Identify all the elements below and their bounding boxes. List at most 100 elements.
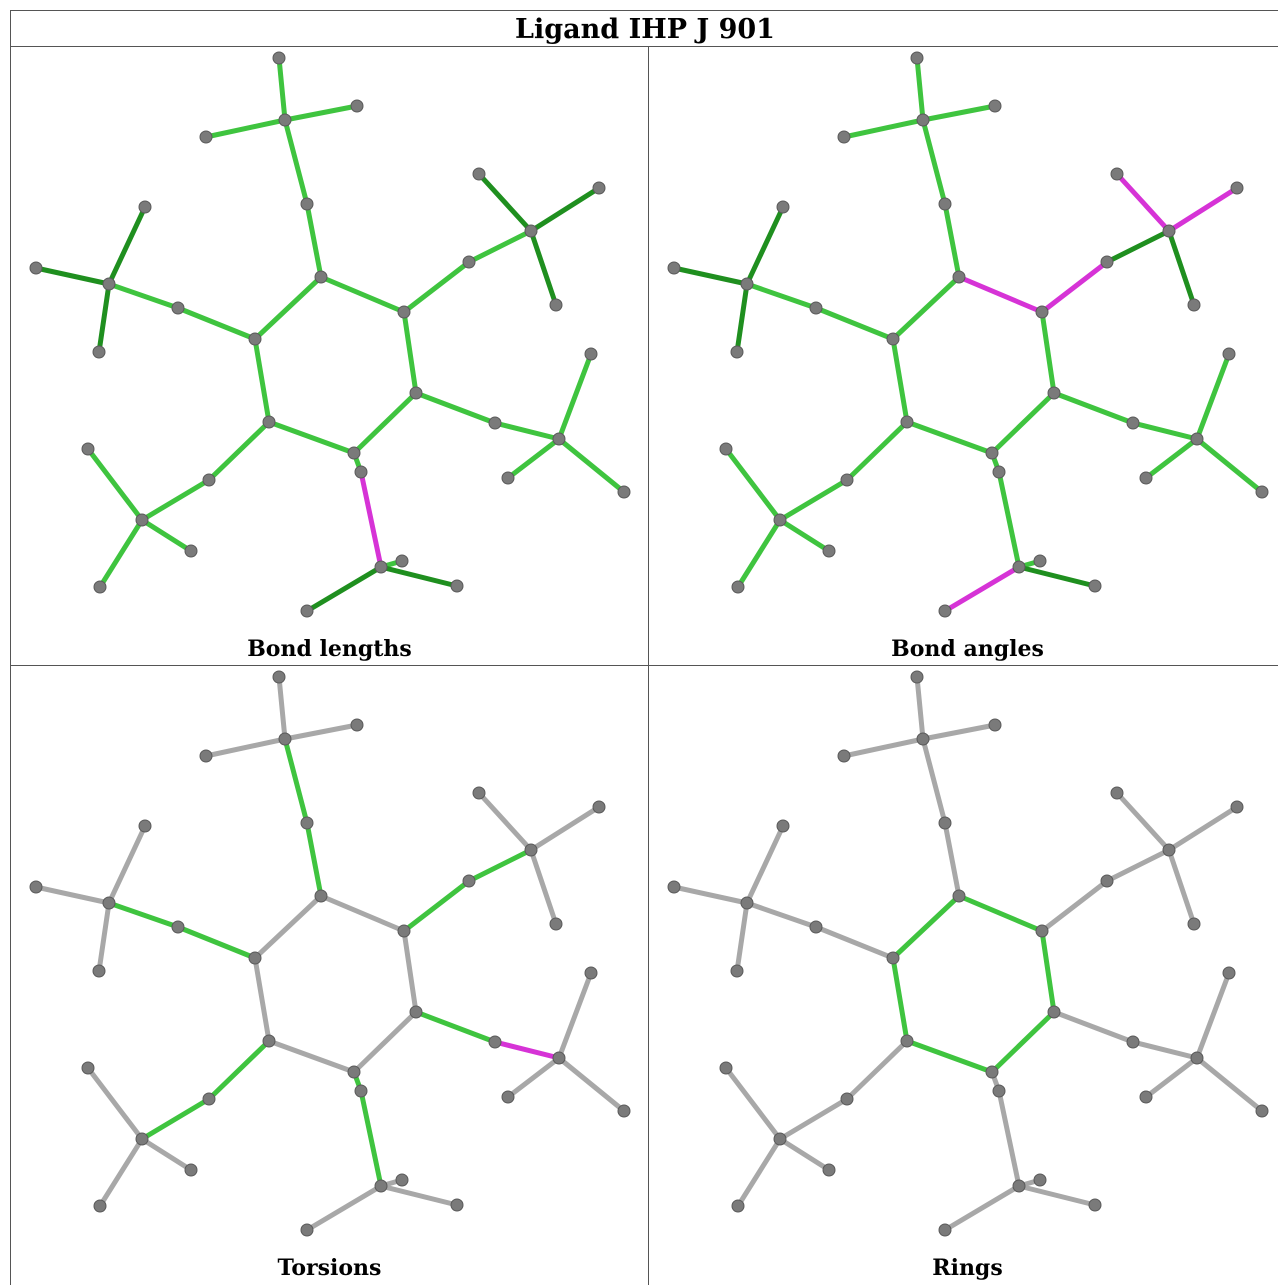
atom-r1 — [952, 270, 966, 284]
bond-c1-c1a — [914, 55, 926, 123]
bond-c2-c2b — [1166, 185, 1240, 234]
bond-r4-r5 — [266, 1038, 357, 1075]
atom-a5 — [202, 473, 216, 487]
bond-a4-c4 — [358, 1088, 384, 1189]
atom-c3b — [501, 471, 515, 485]
bond-c2-c2c — [1166, 228, 1197, 308]
bond-c5-c5c — [777, 517, 832, 554]
bond-c3-c3a — [1194, 970, 1232, 1061]
atom-r2 — [1035, 924, 1049, 938]
bond-c5-c5b — [735, 1136, 783, 1209]
atom-r5 — [262, 415, 276, 429]
bond-c5-c5a — [85, 1065, 145, 1142]
bond-c2-c2b — [1166, 804, 1240, 853]
atom-c3c — [1255, 485, 1269, 499]
bond-c1-c1b — [841, 736, 926, 759]
atom-c5a — [81, 1061, 95, 1075]
atom-r3 — [409, 386, 423, 400]
bond-r2-r3 — [401, 309, 419, 396]
bond-r6-a6 — [175, 305, 258, 342]
atom-c2c — [549, 917, 563, 931]
bond-c1-c1b — [841, 117, 926, 140]
bond-r6-a6 — [813, 305, 896, 342]
bond-a1-c1 — [920, 117, 948, 207]
bond-c6-c6a — [671, 265, 750, 287]
atom-r4 — [347, 1065, 361, 1079]
atom-c4b — [300, 604, 314, 618]
atom-c5 — [773, 1132, 787, 1146]
divider-middle — [10, 665, 1278, 666]
bond-c6-c6c — [96, 900, 112, 974]
bond-r3-a3 — [413, 1009, 498, 1045]
atom-a6 — [171, 920, 185, 934]
atom-c3b — [501, 1090, 515, 1104]
bond-r1-r2 — [318, 893, 407, 934]
bond-r2-r3 — [1039, 309, 1057, 396]
atom-c5c — [184, 544, 198, 558]
atom-a3 — [1126, 1035, 1140, 1049]
bond-r5-r6 — [252, 336, 272, 425]
atom-c4a — [395, 554, 409, 568]
bond-r2-a2 — [1039, 259, 1110, 315]
atom-r5 — [262, 1034, 276, 1048]
atom-r2 — [397, 924, 411, 938]
atom-a6 — [171, 301, 185, 315]
bond-r1-a1 — [304, 201, 324, 280]
atom-c4c — [1088, 1198, 1102, 1212]
atom-r6 — [886, 951, 900, 965]
bond-c1-c1b — [203, 117, 288, 140]
atom-c6 — [102, 896, 116, 910]
atom-a4 — [992, 1084, 1006, 1098]
bond-a5-c5 — [139, 477, 212, 523]
atom-c4 — [374, 560, 388, 574]
bond-r3-a3 — [413, 390, 498, 426]
atom-a6 — [809, 301, 823, 315]
bond-c3-c3b — [505, 1055, 562, 1100]
caption-rings: Rings — [932, 1255, 1003, 1281]
bond-r4-r5 — [904, 419, 995, 456]
bond-r3-r4 — [989, 390, 1057, 456]
bond-a3-c3 — [492, 1039, 562, 1061]
bond-c6-c6b — [744, 823, 786, 906]
atom-c6b — [138, 200, 152, 214]
atom-c6a — [29, 880, 43, 894]
bond-c5-c5b — [735, 517, 783, 590]
bond-c6-c6a — [33, 265, 112, 287]
bond-r6-a6 — [813, 924, 896, 961]
bond-c5-c5a — [85, 446, 145, 523]
bond-c4-c4c — [378, 1183, 460, 1208]
atom-r3 — [1047, 1005, 1061, 1019]
molecule-torsions — [29, 670, 631, 1237]
bond-c1-c1b — [203, 736, 288, 759]
bond-c2-c2c — [1166, 847, 1197, 927]
atom-c5b — [93, 580, 107, 594]
bond-r2-a2 — [1039, 878, 1110, 934]
atom-c4 — [1012, 560, 1026, 574]
atom-r2 — [1035, 305, 1049, 319]
bond-r6-a6 — [175, 924, 258, 961]
atom-c4a — [1033, 554, 1047, 568]
bond-r5-r6 — [890, 336, 910, 425]
bond-r5-a5 — [206, 419, 272, 483]
bond-c1-c1c — [282, 722, 360, 742]
atom-c4 — [374, 1179, 388, 1193]
atom-a5 — [840, 1092, 854, 1106]
bond-c5-c5b — [97, 517, 145, 590]
bond-a6-c6 — [744, 281, 819, 311]
atom-c4c — [1088, 579, 1102, 593]
atom-a2 — [462, 255, 476, 269]
caption-torsions: Torsions — [277, 1255, 382, 1281]
atom-c2 — [524, 843, 538, 857]
atom-a5 — [202, 1092, 216, 1106]
bond-c3-c3b — [505, 436, 562, 481]
atom-c1b — [199, 130, 213, 144]
bond-a6-c6 — [106, 900, 181, 930]
atom-r2 — [397, 305, 411, 319]
bond-c2-c2a — [476, 790, 534, 853]
atom-c1a — [910, 670, 924, 684]
bond-c1-c1c — [920, 722, 998, 742]
atom-c1 — [278, 113, 292, 127]
atom-a1 — [300, 197, 314, 211]
atom-c3 — [1190, 432, 1204, 446]
atom-c4c — [450, 1198, 464, 1212]
